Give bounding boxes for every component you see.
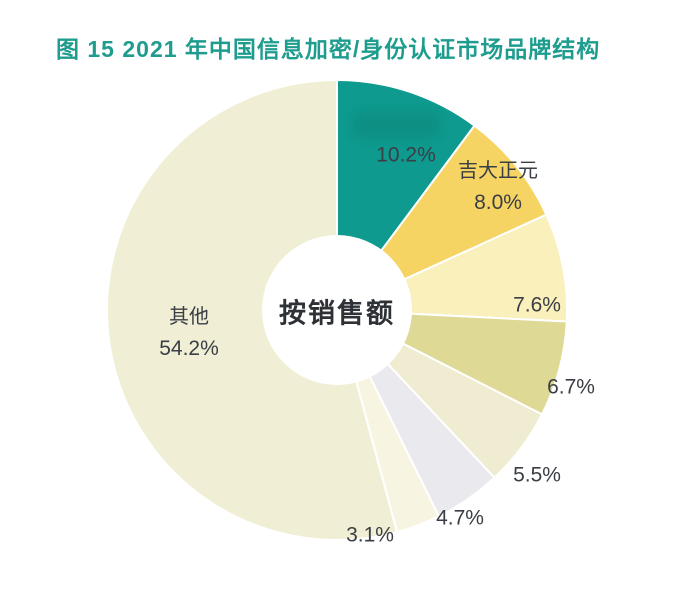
- slice-percent: 3.1%: [346, 523, 394, 547]
- donut-hole: [262, 235, 412, 385]
- slice-label-10.2%: 10.2%: [376, 140, 436, 171]
- slice-label-5.5%: 5.5%: [513, 460, 561, 491]
- slice-percent: 10.2%: [376, 143, 436, 167]
- slice-percent: 8.0%: [474, 191, 522, 214]
- slice-percent: 5.5%: [513, 463, 561, 487]
- slice-percent: 7.6%: [513, 293, 561, 317]
- blurred-watermark: [352, 112, 440, 138]
- slice-percent: 54.2%: [159, 337, 219, 360]
- figure-title: 图 15 2021 年中国信息加密/身份认证市场品牌结构: [56, 36, 601, 62]
- slice-label-其他: 其他 54.2%: [159, 302, 219, 364]
- slice-label-4.7%: 4.7%: [436, 503, 484, 534]
- slice-name: 吉大正元: [458, 160, 538, 182]
- slice-label-6.7%: 6.7%: [547, 372, 595, 403]
- slice-percent: 4.7%: [436, 506, 484, 530]
- donut-center-label: 按销售额: [279, 298, 395, 329]
- slice-name: 其他: [168, 306, 209, 328]
- slice-label-7.6%: 7.6%: [513, 290, 561, 321]
- slice-label-吉大正元: 吉大正元 8.0%: [458, 156, 538, 218]
- pie-slice-其他: [106, 79, 398, 541]
- slice-label-3.1%: 3.1%: [346, 520, 394, 551]
- slice-percent: 6.7%: [547, 375, 595, 399]
